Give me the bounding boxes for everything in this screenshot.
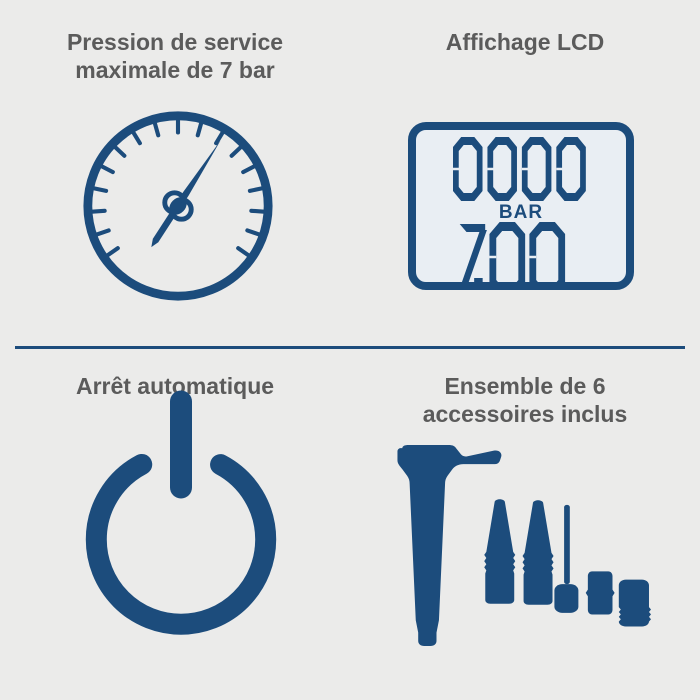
svg-text:BAR: BAR (499, 202, 543, 223)
